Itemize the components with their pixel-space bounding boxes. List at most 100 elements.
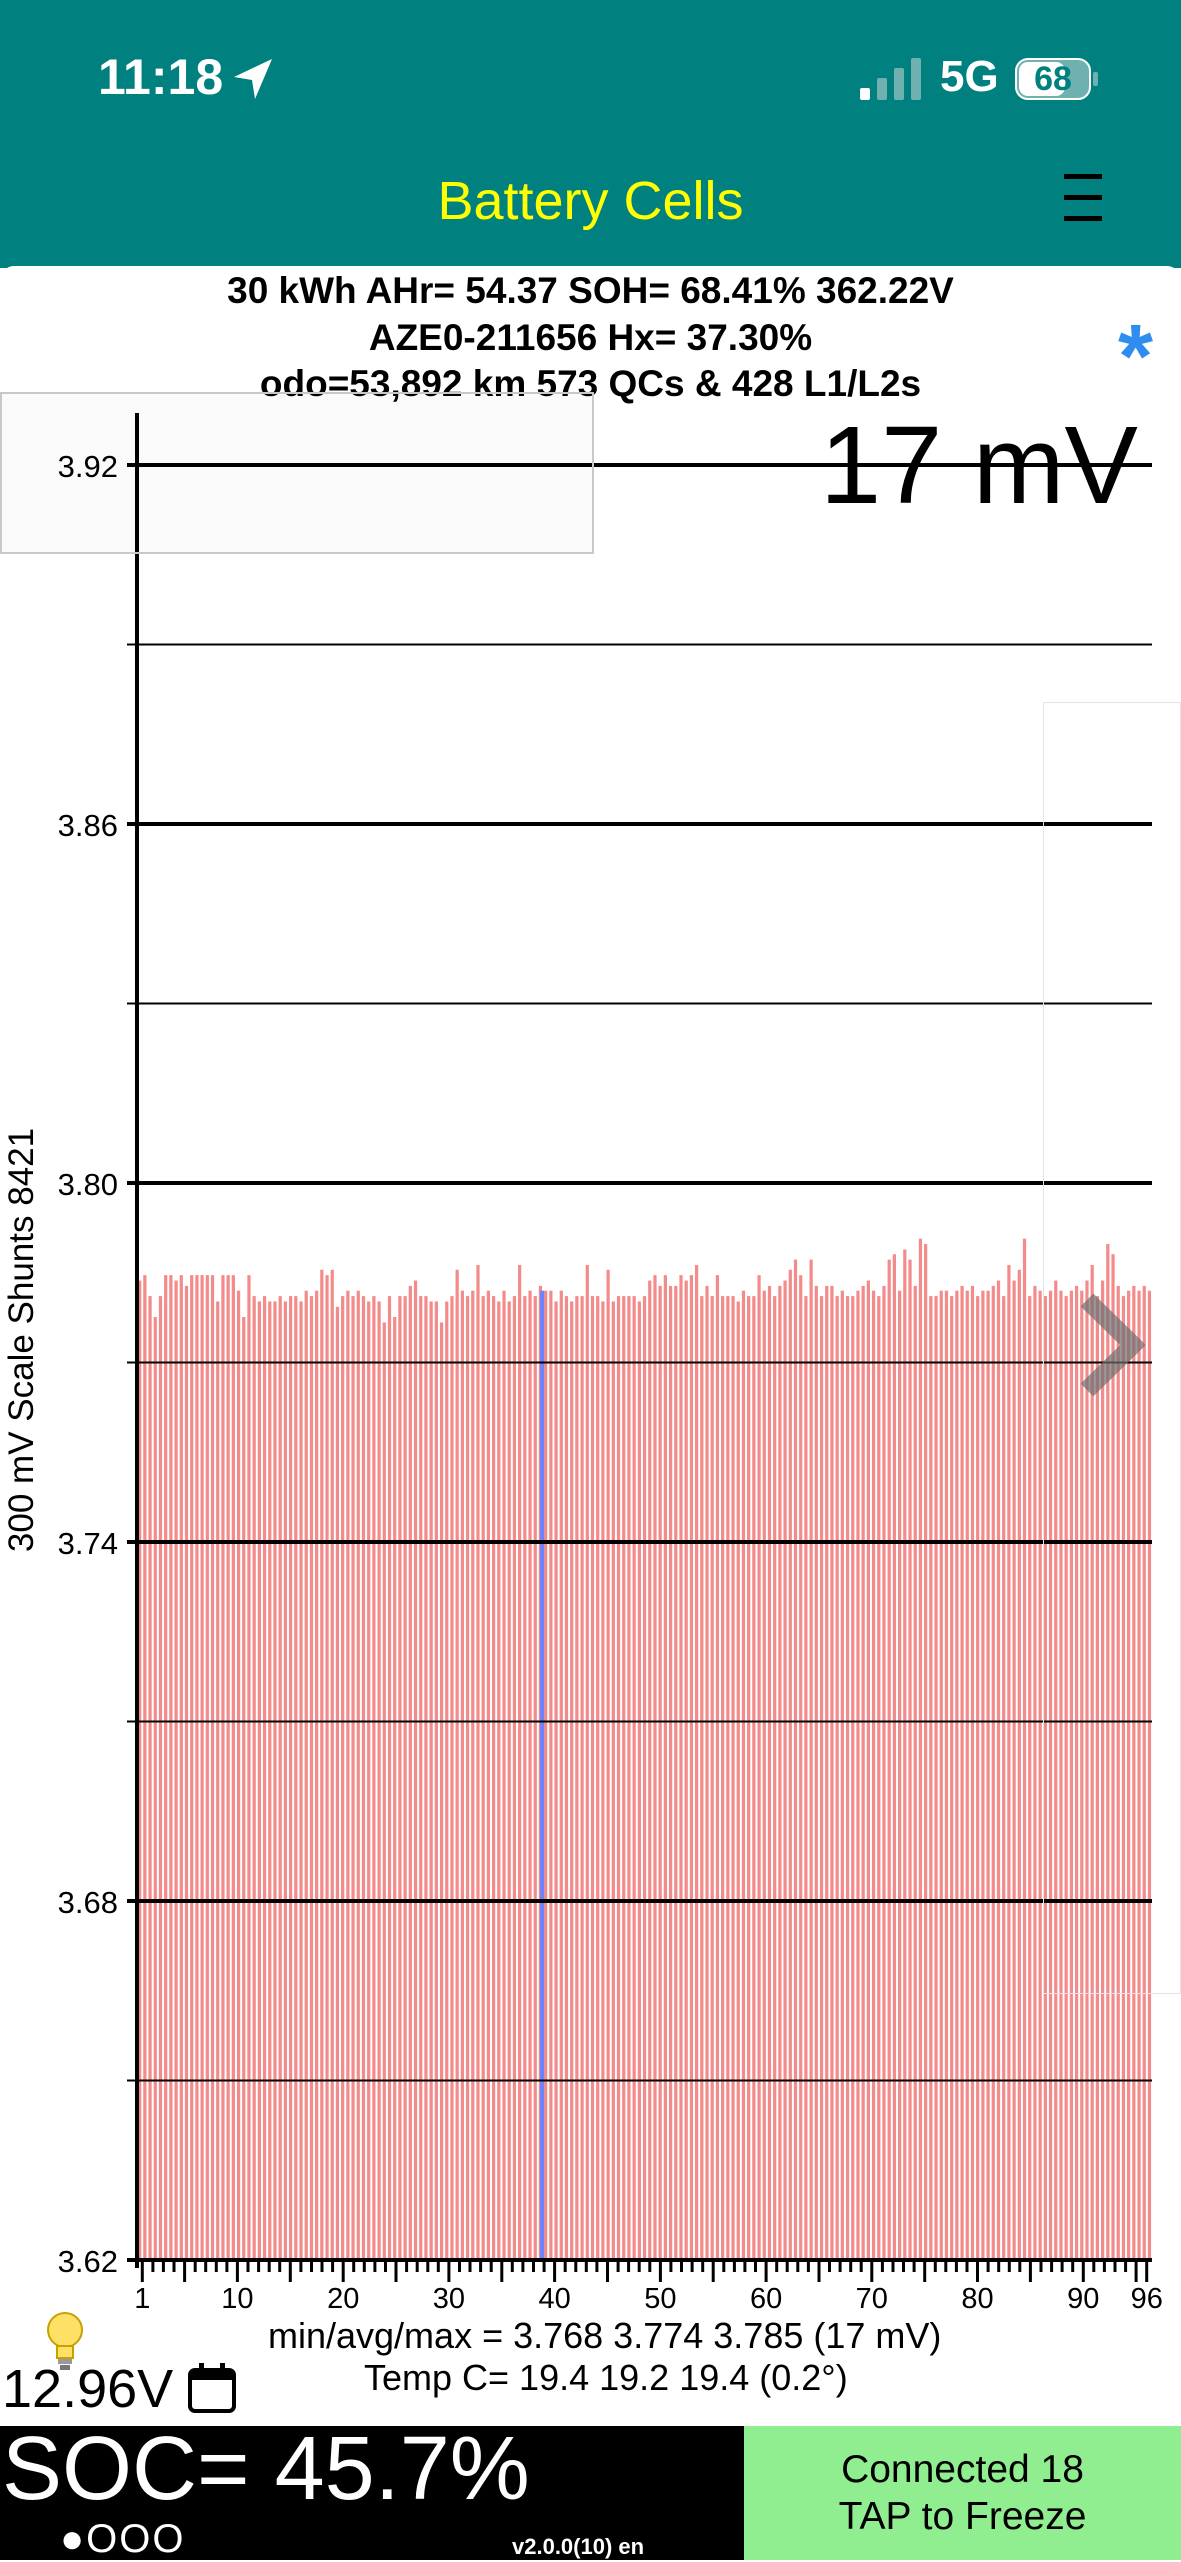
cell-bar — [658, 1285, 662, 2260]
cell-bar — [330, 1269, 334, 2260]
cell-bar — [845, 1296, 850, 2260]
cell-bar — [1033, 1285, 1037, 2260]
cell-bar — [1085, 1280, 1089, 2260]
cell-bar — [1111, 1254, 1115, 2260]
cell-bar — [1038, 1290, 1042, 2260]
battery-percent: 68 — [1034, 60, 1072, 98]
cell-bar — [304, 1290, 308, 2260]
cell-bar — [611, 1301, 615, 2260]
cell-bar — [955, 1290, 959, 2260]
cell-bar — [476, 1264, 480, 2260]
cell-bar — [908, 1259, 912, 2260]
cell-bar — [512, 1296, 517, 2260]
cell-bar — [424, 1296, 428, 2260]
cell-bar — [710, 1296, 714, 2260]
cell-bar — [731, 1296, 735, 2260]
cell-bar — [231, 1275, 235, 2260]
cell-bar — [1054, 1280, 1058, 2260]
voltage-spread: 17 mV — [820, 404, 1138, 527]
cell-bar — [648, 1280, 652, 2260]
cell-bar — [455, 1269, 459, 2260]
x-tick-label: 80 — [961, 2283, 993, 2315]
cell-bar — [903, 1249, 907, 2260]
cell-bar — [372, 1296, 376, 2260]
cell-bar — [377, 1301, 381, 2260]
cell-bar — [502, 1290, 506, 2260]
cell-bar — [726, 1296, 730, 2260]
status-time: 11:18 — [98, 49, 224, 105]
cell-bar — [616, 1296, 621, 2260]
cell-bar — [288, 1296, 293, 2260]
cell-bar — [221, 1275, 225, 2260]
app-version: v2.0.0(10) en — [512, 2534, 645, 2559]
cell-bar — [1064, 1296, 1068, 2260]
cell-bar — [1059, 1290, 1063, 2260]
cell-bar — [736, 1301, 740, 2260]
cell-bar — [767, 1285, 772, 2260]
cell-bar — [1074, 1285, 1079, 2260]
cell-bar — [580, 1296, 584, 2260]
cell-bar — [705, 1285, 709, 2260]
cell-bar — [882, 1285, 886, 2260]
cell-bar — [195, 1275, 199, 2260]
cell-bar — [1095, 1296, 1100, 2260]
app-header — [0, 150, 1181, 268]
cell-bar — [1069, 1290, 1073, 2260]
cell-bar — [257, 1301, 261, 2260]
cell-bar — [294, 1296, 298, 2260]
cell-bar — [1121, 1296, 1126, 2260]
y-tick-label: 3.74 — [58, 1526, 118, 1561]
x-tick-label: 96 — [1131, 2283, 1163, 2315]
cell-bar — [694, 1264, 699, 2260]
cell-bar — [1106, 1244, 1110, 2260]
odometer-charges: odo=53,892 km 573 QCs & 428 L1/L2s — [259, 363, 922, 404]
x-tick-label: 20 — [327, 2283, 359, 2315]
cell-bar — [554, 1301, 558, 2260]
connection-freeze-button[interactable] — [744, 2426, 1181, 2560]
cell-bar — [830, 1285, 834, 2260]
cell-bar — [653, 1275, 657, 2260]
cell-bar — [533, 1296, 537, 2260]
min-avg-max: min/avg/max = 3.768 3.774 3.785 (17 mV) — [268, 2315, 942, 2356]
cell-bar — [1142, 1285, 1146, 2260]
x-tick-label: 30 — [433, 2283, 465, 2315]
cell-bar — [497, 1301, 501, 2260]
temperature-readout: Temp C= 19.4 19.2 19.4 (0.2°) — [364, 2357, 848, 2398]
cell-bar — [179, 1275, 183, 2260]
cell-voltage-chart[interactable]: 3.92 3.86 3.80 3.74 3.68 3.62 1 10 20 30 40 50 60 70 8… — [0, 380, 1181, 2320]
scale-toggle-area[interactable] — [0, 392, 594, 554]
cell-bar — [356, 1290, 360, 2260]
chevron-right-icon[interactable] — [1075, 1290, 1145, 1400]
cell-bar — [897, 1290, 902, 2260]
cell-bar — [236, 1290, 241, 2260]
cell-bar — [950, 1296, 954, 2260]
cell-bar — [210, 1275, 215, 2260]
cell-bar — [549, 1290, 553, 2260]
cell-bar — [164, 1275, 168, 2260]
x-tick-label: 90 — [1067, 2283, 1099, 2315]
cell-bar — [1132, 1285, 1136, 2260]
cell-bar — [773, 1296, 777, 2260]
lightbulb-icon[interactable] — [42, 2310, 88, 2372]
cell-bar — [460, 1290, 464, 2260]
cell-bar — [835, 1296, 839, 2260]
y-tick-label: 3.62 — [58, 2244, 118, 2279]
cell-bar — [668, 1285, 673, 2260]
cell-bar — [403, 1296, 407, 2260]
cell-bar — [226, 1275, 230, 2260]
menu-icon[interactable] — [1060, 168, 1106, 228]
cell-bar — [351, 1296, 355, 2260]
calendar-icon[interactable] — [187, 2362, 237, 2414]
cell-bar — [1022, 1238, 1027, 2260]
page-indicator[interactable]: ●OOO — [60, 2517, 186, 2561]
state-of-charge: SOC= 45.7% — [2, 2419, 530, 2519]
battery-icon — [1015, 58, 1098, 100]
favorite-star-button[interactable]: * — [1118, 307, 1154, 407]
cell-bar — [632, 1296, 636, 2260]
x-tick-label: 10 — [221, 2283, 253, 2315]
cell-bar — [242, 1317, 246, 2260]
cell-bar — [606, 1269, 610, 2260]
cell-bar — [158, 1296, 163, 2260]
cell-bar — [747, 1296, 751, 2260]
cell-bar — [471, 1290, 475, 2260]
